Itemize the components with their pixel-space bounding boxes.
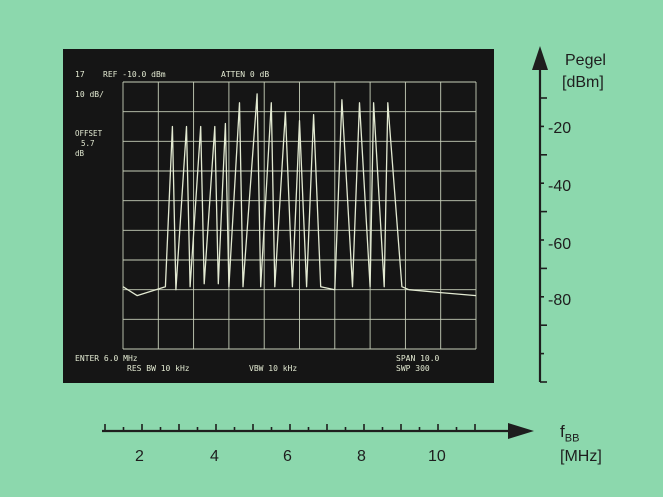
ref-level: REF -10.0 dBm [103,70,166,79]
offset-unit: dB [75,149,85,158]
y-tick-label: -20 [548,120,572,137]
x-tick-label: 4 [210,448,219,465]
x-tick-label: 2 [135,448,144,465]
spectrum-trace [122,93,477,297]
sweep-time: SWP 300 [396,364,430,373]
y-axis-title: Pegel [565,52,606,69]
res-bw: RES BW 10 kHz [127,364,190,373]
x-tick-label: 6 [283,448,292,465]
top-marker: 17 [75,70,85,79]
attenuation: ATTEN 0 dB [221,70,269,79]
x-axis-arrow [508,423,534,439]
y-axis-ticks [540,97,547,383]
x-axis-title: fBB [560,422,579,444]
x-tick-label: 8 [357,448,366,465]
x-tick-label: 10 [428,448,446,465]
center-frequency: ENTER 6.0 MHz [75,354,138,363]
scope-display: 17 REF -10.0 dBm ATTEN 0 dB 10 dB/ OFFSE… [75,70,477,373]
y-axis-unit: [dBm] [562,74,604,91]
x-axis-unit: [MHz] [560,448,602,465]
scale: 10 dB/ [75,90,104,99]
vbw: VBW 10 kHz [249,364,297,373]
spectrum-analyzer-screen: 17 REF -10.0 dBm ATTEN 0 dB 10 dB/ OFFSE… [63,49,494,383]
y-tick-label: -80 [548,292,572,309]
y-tick-label: -60 [548,236,572,253]
x-axis-symbol: f [560,422,565,441]
span: SPAN 10.0 [396,354,440,363]
x-axis-symbol-subscript: BB [564,432,580,445]
y-tick-label: -40 [548,178,572,195]
offset-label: OFFSET [75,129,103,138]
x-axis-ticks [104,424,476,431]
offset-value: 5.7 [81,139,95,148]
y-axis-arrow [532,46,548,70]
